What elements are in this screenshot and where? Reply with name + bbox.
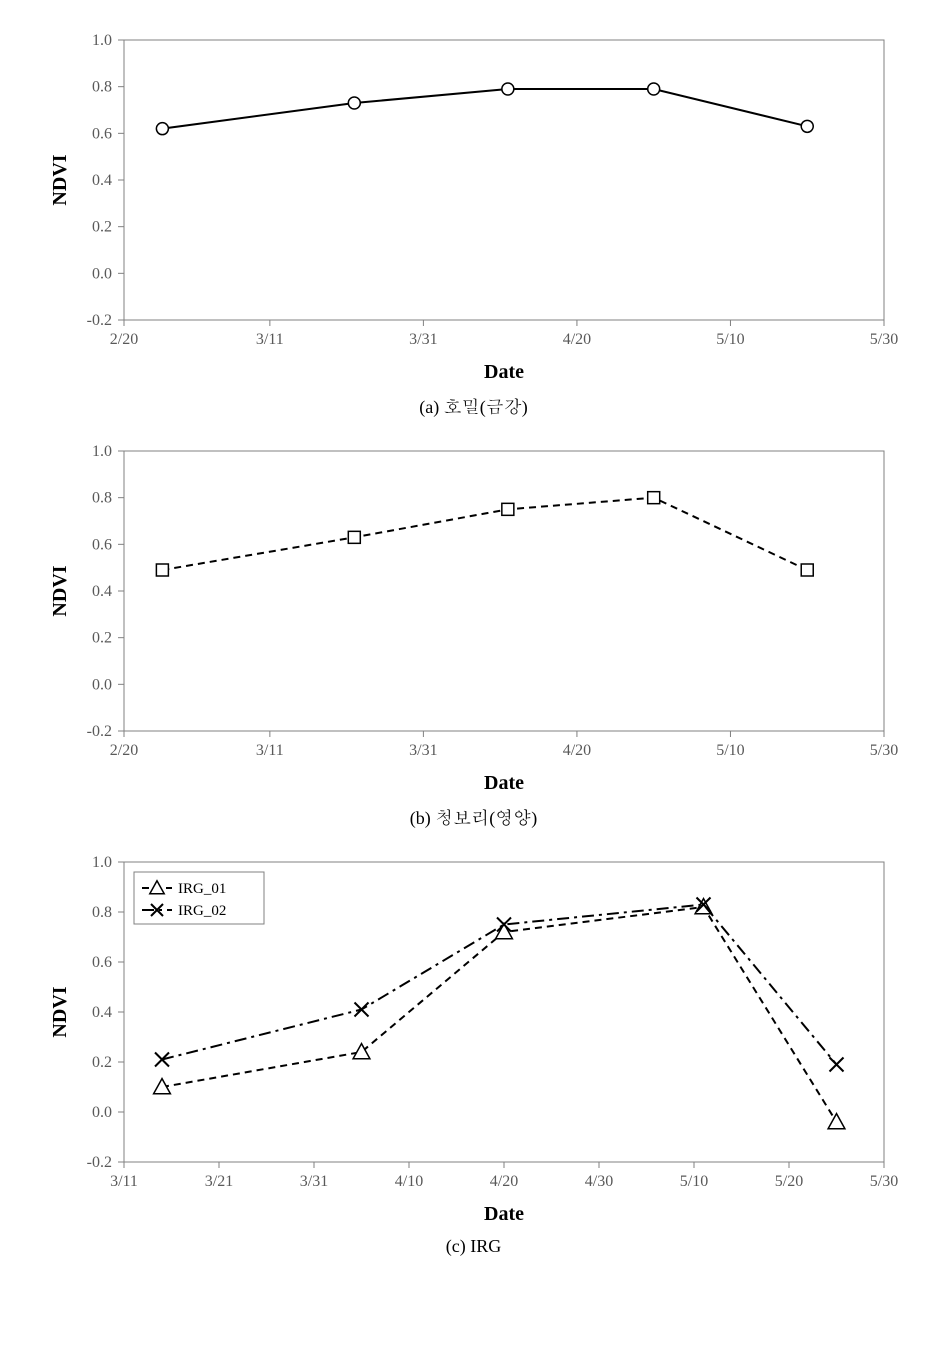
legend-label: IRG_01 <box>178 881 226 897</box>
xtick-label: 5/30 <box>869 331 897 348</box>
ytick-label: 0.4 <box>92 583 112 600</box>
chart-2: -0.2 0.0 0.2 0.4 0.6 0.8 1.0 3/11 3/21 3/31 4/10 4/… <box>34 842 914 1232</box>
ytick-label: 0.6 <box>92 536 112 553</box>
ytick-label: -0.2 <box>86 723 111 740</box>
xtick-label: 2/20 <box>109 331 137 348</box>
x-axis-label: Date <box>484 361 524 383</box>
xtick-label: 4/20 <box>562 742 590 759</box>
xtick-label: 3/11 <box>255 742 283 759</box>
ytick-label: 0.8 <box>92 490 112 507</box>
ytick-label: 0.0 <box>92 265 112 282</box>
ytick-label: 0.2 <box>92 1054 112 1071</box>
xtick-label: 3/11 <box>255 331 283 348</box>
x-axis-label: Date <box>484 1203 524 1225</box>
chart-block-2: -0.2 0.0 0.2 0.4 0.6 0.8 1.0 3/11 3/21 3/31 4/10 4/… <box>20 842 927 1257</box>
ytick-label: 0.4 <box>92 172 112 189</box>
xtick-label: 5/20 <box>774 1173 802 1190</box>
xtick-label: 5/30 <box>869 742 897 759</box>
ytick-label: 0.2 <box>92 630 112 647</box>
xtick-label: 2/20 <box>109 742 137 759</box>
xtick-label: 5/10 <box>716 742 744 759</box>
y-axis-label: NDVI <box>49 154 71 205</box>
xtick-label: 3/31 <box>409 742 437 759</box>
ytick-label: 0.2 <box>92 219 112 236</box>
ytick-label: 0.8 <box>92 79 112 96</box>
ytick-label: -0.2 <box>86 312 111 329</box>
ytick-label: 0.0 <box>92 1104 112 1121</box>
y-axis-label: NDVI <box>49 565 71 616</box>
chart-caption-1: (b) 청보리(영양) <box>410 805 537 830</box>
chart-1: -0.2 0.0 0.2 0.4 0.6 0.8 1.0 2/20 3/11 3/31 4/20 5/… <box>34 431 914 801</box>
ytick-label: 0.4 <box>92 1004 112 1021</box>
x-axis-label: Date <box>484 772 524 794</box>
chart-block-0: -0.2 0.0 0.2 0.4 0.6 0.8 1.0 2/20 3/11 3/31 4/20 5/… <box>20 20 927 419</box>
chart-caption-2: (c) IRG <box>446 1236 501 1257</box>
xtick-label: 5/30 <box>869 1173 897 1190</box>
y-axis-label: NDVI <box>49 986 71 1037</box>
xtick-label: 3/21 <box>204 1173 232 1190</box>
chart-block-1: -0.2 0.0 0.2 0.4 0.6 0.8 1.0 2/20 3/11 3/31 4/20 5/… <box>20 431 927 830</box>
xtick-label: 4/20 <box>489 1173 517 1190</box>
ytick-label: 0.0 <box>92 676 112 693</box>
ytick-label: 0.6 <box>92 954 112 971</box>
xtick-label: 3/11 <box>110 1173 138 1190</box>
ytick-label: 1.0 <box>92 854 112 871</box>
xtick-label: 4/30 <box>584 1173 612 1190</box>
chart-0: -0.2 0.0 0.2 0.4 0.6 0.8 1.0 2/20 3/11 3/31 4/20 5/… <box>34 20 914 390</box>
chart-caption-0: (a) 호밀(금강) <box>419 394 527 419</box>
xtick-label: 3/31 <box>299 1173 327 1190</box>
ytick-label: 1.0 <box>92 32 112 49</box>
ytick-label: 1.0 <box>92 443 112 460</box>
legend-label: IRG_02 <box>178 903 226 919</box>
xtick-label: 3/31 <box>409 331 437 348</box>
xtick-label: 4/10 <box>394 1173 422 1190</box>
ytick-label: 0.8 <box>92 904 112 921</box>
xtick-label: 5/10 <box>679 1173 707 1190</box>
xtick-label: 5/10 <box>716 331 744 348</box>
ytick-label: -0.2 <box>86 1154 111 1171</box>
xtick-label: 4/20 <box>562 331 590 348</box>
ytick-label: 0.6 <box>92 125 112 142</box>
